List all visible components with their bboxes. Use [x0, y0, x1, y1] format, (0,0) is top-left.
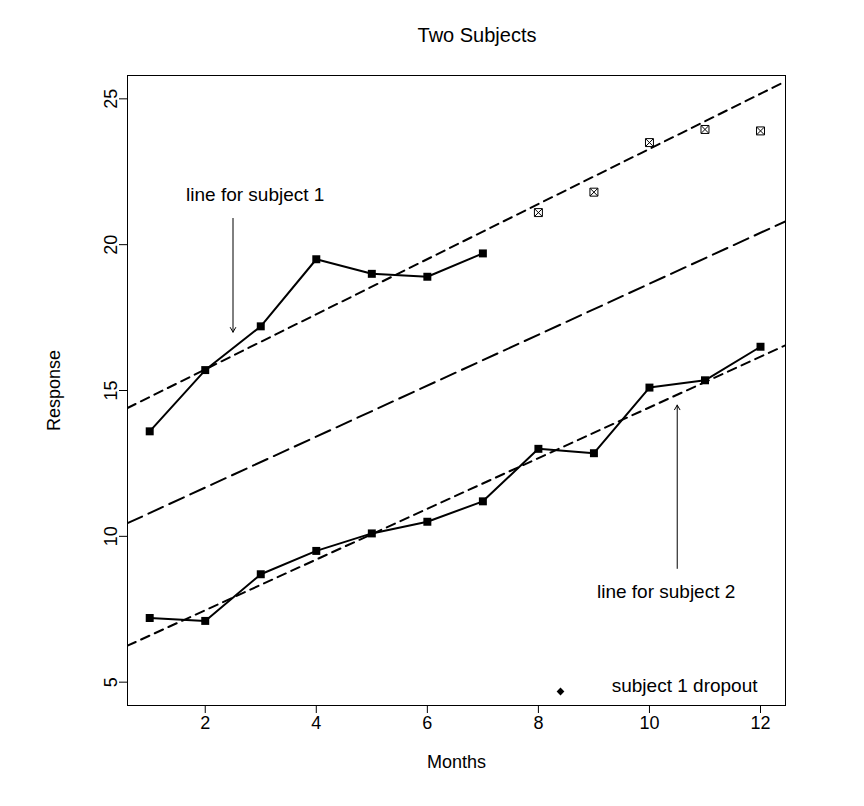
svg-text:12: 12	[750, 713, 770, 733]
svg-text:subject 1 dropout: subject 1 dropout	[612, 675, 758, 696]
svg-text:2: 2	[200, 713, 210, 733]
svg-text:4: 4	[311, 713, 321, 733]
svg-text:15: 15	[101, 380, 121, 400]
svg-text:25: 25	[101, 89, 121, 109]
svg-text:6: 6	[422, 713, 432, 733]
svg-text:20: 20	[101, 235, 121, 255]
svg-text:10: 10	[101, 526, 121, 546]
svg-text:8: 8	[533, 713, 543, 733]
svg-text:5: 5	[101, 677, 121, 687]
svg-text:Months: Months	[427, 752, 486, 772]
html-text:Two Subjects: Two Subjects	[417, 24, 537, 46]
svg-text:Response: Response	[44, 350, 64, 431]
svg-text:line for subject 1: line for subject 1	[186, 184, 324, 205]
svg-text:line for subject 2: line for subject 2	[597, 581, 735, 602]
svg-text:10: 10	[639, 713, 659, 733]
